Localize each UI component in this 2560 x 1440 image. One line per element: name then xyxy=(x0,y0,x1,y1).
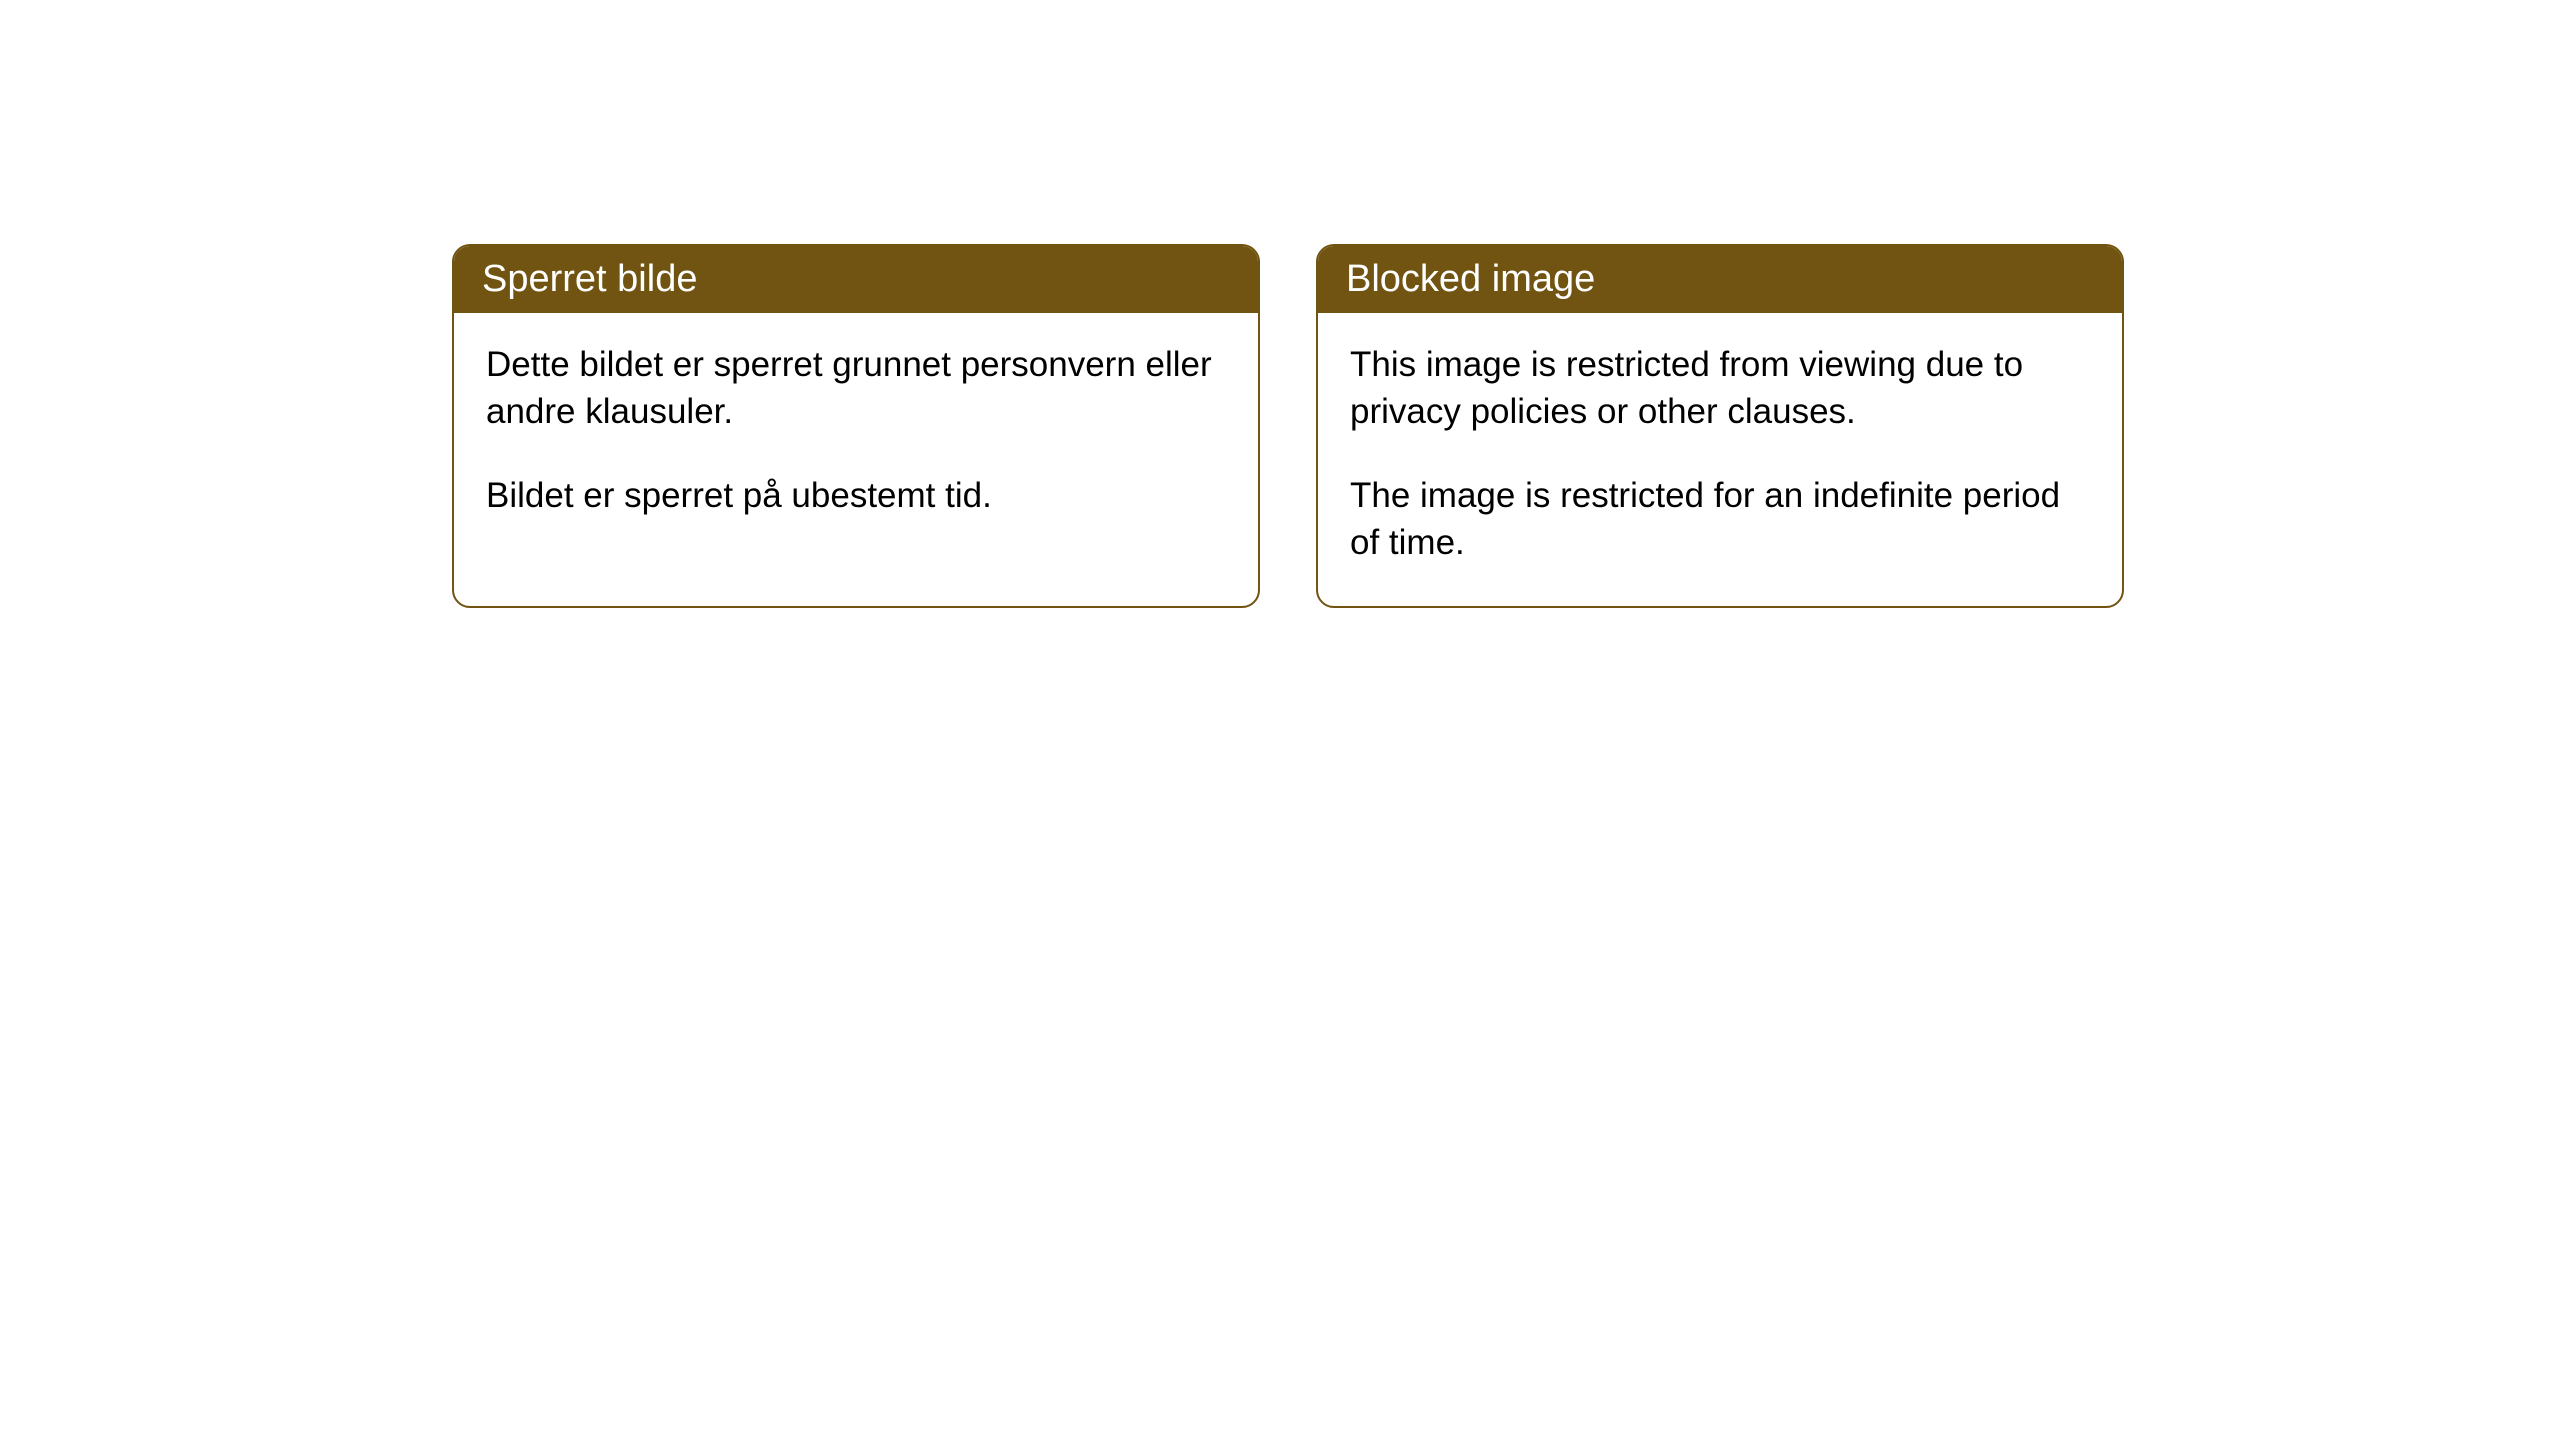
card-title: Blocked image xyxy=(1346,258,1595,300)
notice-card-english: Blocked image This image is restricted f… xyxy=(1316,244,2124,608)
card-paragraph: This image is restricted from viewing du… xyxy=(1350,341,2090,436)
notice-card-norwegian: Sperret bilde Dette bildet er sperret gr… xyxy=(452,244,1260,608)
card-body-english: This image is restricted from viewing du… xyxy=(1318,313,2122,606)
card-body-norwegian: Dette bildet er sperret grunnet personve… xyxy=(454,313,1258,559)
card-paragraph: Dette bildet er sperret grunnet personve… xyxy=(486,341,1226,436)
card-paragraph: Bildet er sperret på ubestemt tid. xyxy=(486,472,1226,519)
card-title: Sperret bilde xyxy=(482,258,697,300)
notice-cards-container: Sperret bilde Dette bildet er sperret gr… xyxy=(0,0,2560,608)
card-header-english: Blocked image xyxy=(1318,246,2122,313)
card-paragraph: The image is restricted for an indefinit… xyxy=(1350,472,2090,567)
card-header-norwegian: Sperret bilde xyxy=(454,246,1258,313)
